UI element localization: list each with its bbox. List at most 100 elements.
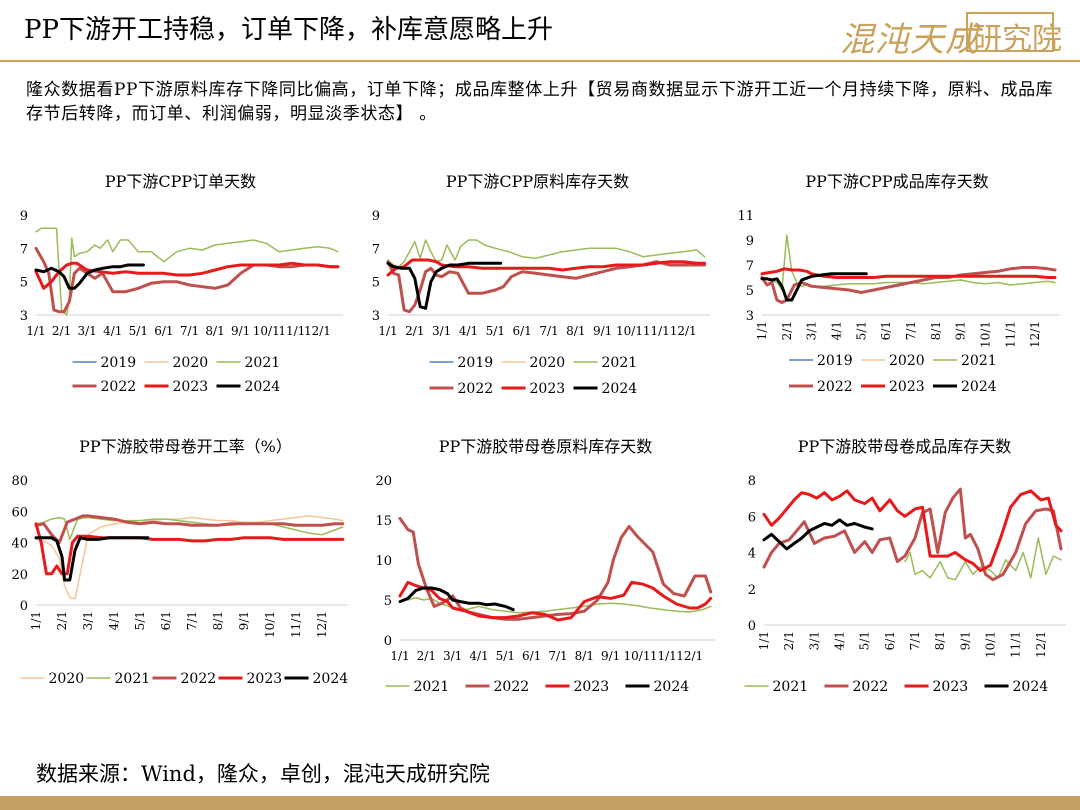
chart-4: PP下游胶带母卷开工率（%） 0 20 40 60 80 1/1 2/1 3/1 4/1 5/1 6/… [11, 437, 349, 687]
series-line-2023 [762, 489, 1063, 573]
x-tick-label: 7/1 [539, 324, 558, 338]
x-tick-label: 3/1 [443, 649, 462, 663]
y-tick-label: 80 [11, 474, 28, 489]
legend-label: 2021 [414, 679, 450, 695]
x-tick-label: 3/1 [432, 324, 451, 338]
series-line-2021 [35, 516, 344, 541]
y-tick-label: 10 [375, 554, 392, 569]
legend-label: 2024 [654, 679, 690, 695]
legend-label: 2023 [933, 679, 969, 695]
y-tick-label: 11 [737, 209, 754, 224]
series-line-2023 [386, 258, 707, 277]
x-tick-label: 2/1 [780, 321, 794, 340]
x-tick-label: 4/1 [103, 324, 122, 338]
x-tick-label: 11/1 [1003, 321, 1017, 348]
logo-box-text: 研究院 [972, 22, 1062, 57]
y-tick-label: 5 [372, 276, 380, 291]
x-tick-label: 2/1 [417, 649, 436, 663]
series-line-2021 [35, 227, 339, 316]
legend-label: 2023 [574, 679, 610, 695]
legend-label: 2023 [889, 379, 925, 395]
legend-label: 2020 [49, 671, 85, 687]
chart-title: PP下游CPP订单天数 [105, 172, 256, 191]
y-tick-label: 3 [20, 309, 28, 324]
y-tick-label: 5 [20, 276, 28, 291]
logo-box: 研究院 [966, 12, 1062, 57]
x-tick-label: 2/1 [52, 324, 71, 338]
series-line-2024 [398, 586, 515, 612]
x-tick-label: 8/1 [933, 631, 947, 650]
x-tick-label: 6/1 [879, 321, 893, 340]
y-tick-label: 9 [372, 209, 380, 224]
y-tick-label: 7 [746, 259, 754, 274]
x-tick-label: 2/1 [782, 631, 796, 650]
x-tick-label: 10/1 [263, 611, 277, 638]
x-tick-label: 9/1 [958, 631, 972, 650]
legend-label: 2022 [494, 679, 530, 695]
x-tick-label: 11/1 [643, 324, 670, 338]
x-tick-label: 8/1 [566, 324, 585, 338]
legend-label: 2021 [602, 355, 638, 371]
x-tick-label: 10/1 [616, 324, 643, 338]
x-tick-label: 3/1 [81, 611, 95, 630]
x-tick-label: 8/1 [211, 611, 225, 630]
x-tick-label: 8/1 [929, 321, 943, 340]
y-tick-label: 3 [372, 309, 380, 324]
series-line-2024 [760, 272, 868, 302]
x-tick-label: 12/1 [304, 324, 331, 338]
x-tick-label: 3/1 [78, 324, 97, 338]
x-tick-label: 9/1 [593, 324, 612, 338]
chart-6: PP下游胶带母卷成品库存天数 0 2 4 6 8 1/1 2/1 3/1 4/1 5/1 6/1 7/1… [744, 437, 1066, 695]
page-header: PP下游开工持稳，订单下降，补库意愿略上升 混沌天成 研究院 [0, 0, 1080, 62]
legend-label: 2023 [530, 381, 566, 397]
x-tick-label: 7/1 [185, 611, 199, 630]
series-line-2022 [762, 487, 1063, 582]
chart-2: PP下游CPP原料库存天数 3 5 7 9 1/1 2/1 3/1 4/1 5/1 6/1 7/1 8/… [372, 172, 710, 397]
legend-label: 2019 [458, 355, 494, 371]
series-line-2024 [386, 261, 503, 310]
y-tick-label: 2 [748, 583, 756, 598]
y-tick-label: 6 [748, 510, 756, 525]
data-source-note: 数据来源：Wind，隆众，卓创，混沌天成研究院 [36, 762, 490, 786]
x-tick-label: 10/1 [984, 631, 998, 658]
series-line-2023 [34, 522, 345, 576]
x-tick-label: 5/1 [486, 324, 505, 338]
x-tick-label: 12/1 [1028, 321, 1042, 348]
legend-label: 2024 [313, 671, 349, 687]
x-tick-label: 1/1 [390, 649, 409, 663]
chart-title: PP下游胶带母卷开工率（%） [79, 437, 292, 456]
legend-label: 2022 [101, 379, 137, 395]
legend-label: 2022 [181, 671, 217, 687]
x-tick-label: 5/1 [496, 649, 515, 663]
series-line-2020 [35, 515, 344, 600]
y-tick-label: 3 [746, 309, 754, 324]
x-tick-label: 6/1 [522, 649, 541, 663]
y-tick-label: 8 [748, 474, 756, 489]
legend-label: 2024 [245, 379, 281, 395]
legend-label: 2020 [889, 353, 925, 369]
legend-label: 2022 [817, 379, 853, 395]
legend-label: 2019 [817, 353, 853, 369]
y-tick-label: 60 [11, 505, 28, 520]
logo-text: 混沌天成 [840, 20, 980, 60]
series-line-2024 [762, 518, 874, 551]
x-tick-label: 4/1 [833, 631, 847, 650]
chart-title: PP下游胶带母卷成品库存天数 [798, 437, 1012, 456]
y-tick-label: 7 [372, 242, 380, 257]
x-tick-label: 1/1 [757, 631, 771, 650]
x-tick-label: 11/1 [289, 611, 303, 638]
chart-5: PP下游胶带母卷原料库存天数 0 5 10 15 20 1/1 2/1 3/1 4/1 5/1 6/1… [375, 437, 716, 695]
x-tick-label: 10/1 [253, 324, 280, 338]
x-tick-label: 7/1 [904, 321, 918, 340]
series-line-2022 [34, 246, 340, 314]
chart-1: PP下游CPP订单天数 3 5 7 9 1/1 2/1 3/1 4/1 5/1 6/1 7/1 8/1 9… [20, 172, 343, 395]
series-line-2022 [34, 514, 345, 544]
y-tick-label: 20 [375, 474, 392, 489]
x-tick-label: 10/1 [979, 321, 993, 348]
series-line-2024 [34, 536, 150, 582]
x-tick-label: 9/1 [954, 321, 968, 340]
x-tick-label: 3/1 [807, 631, 821, 650]
x-tick-label: 9/1 [237, 611, 251, 630]
y-tick-label: 0 [384, 634, 392, 649]
